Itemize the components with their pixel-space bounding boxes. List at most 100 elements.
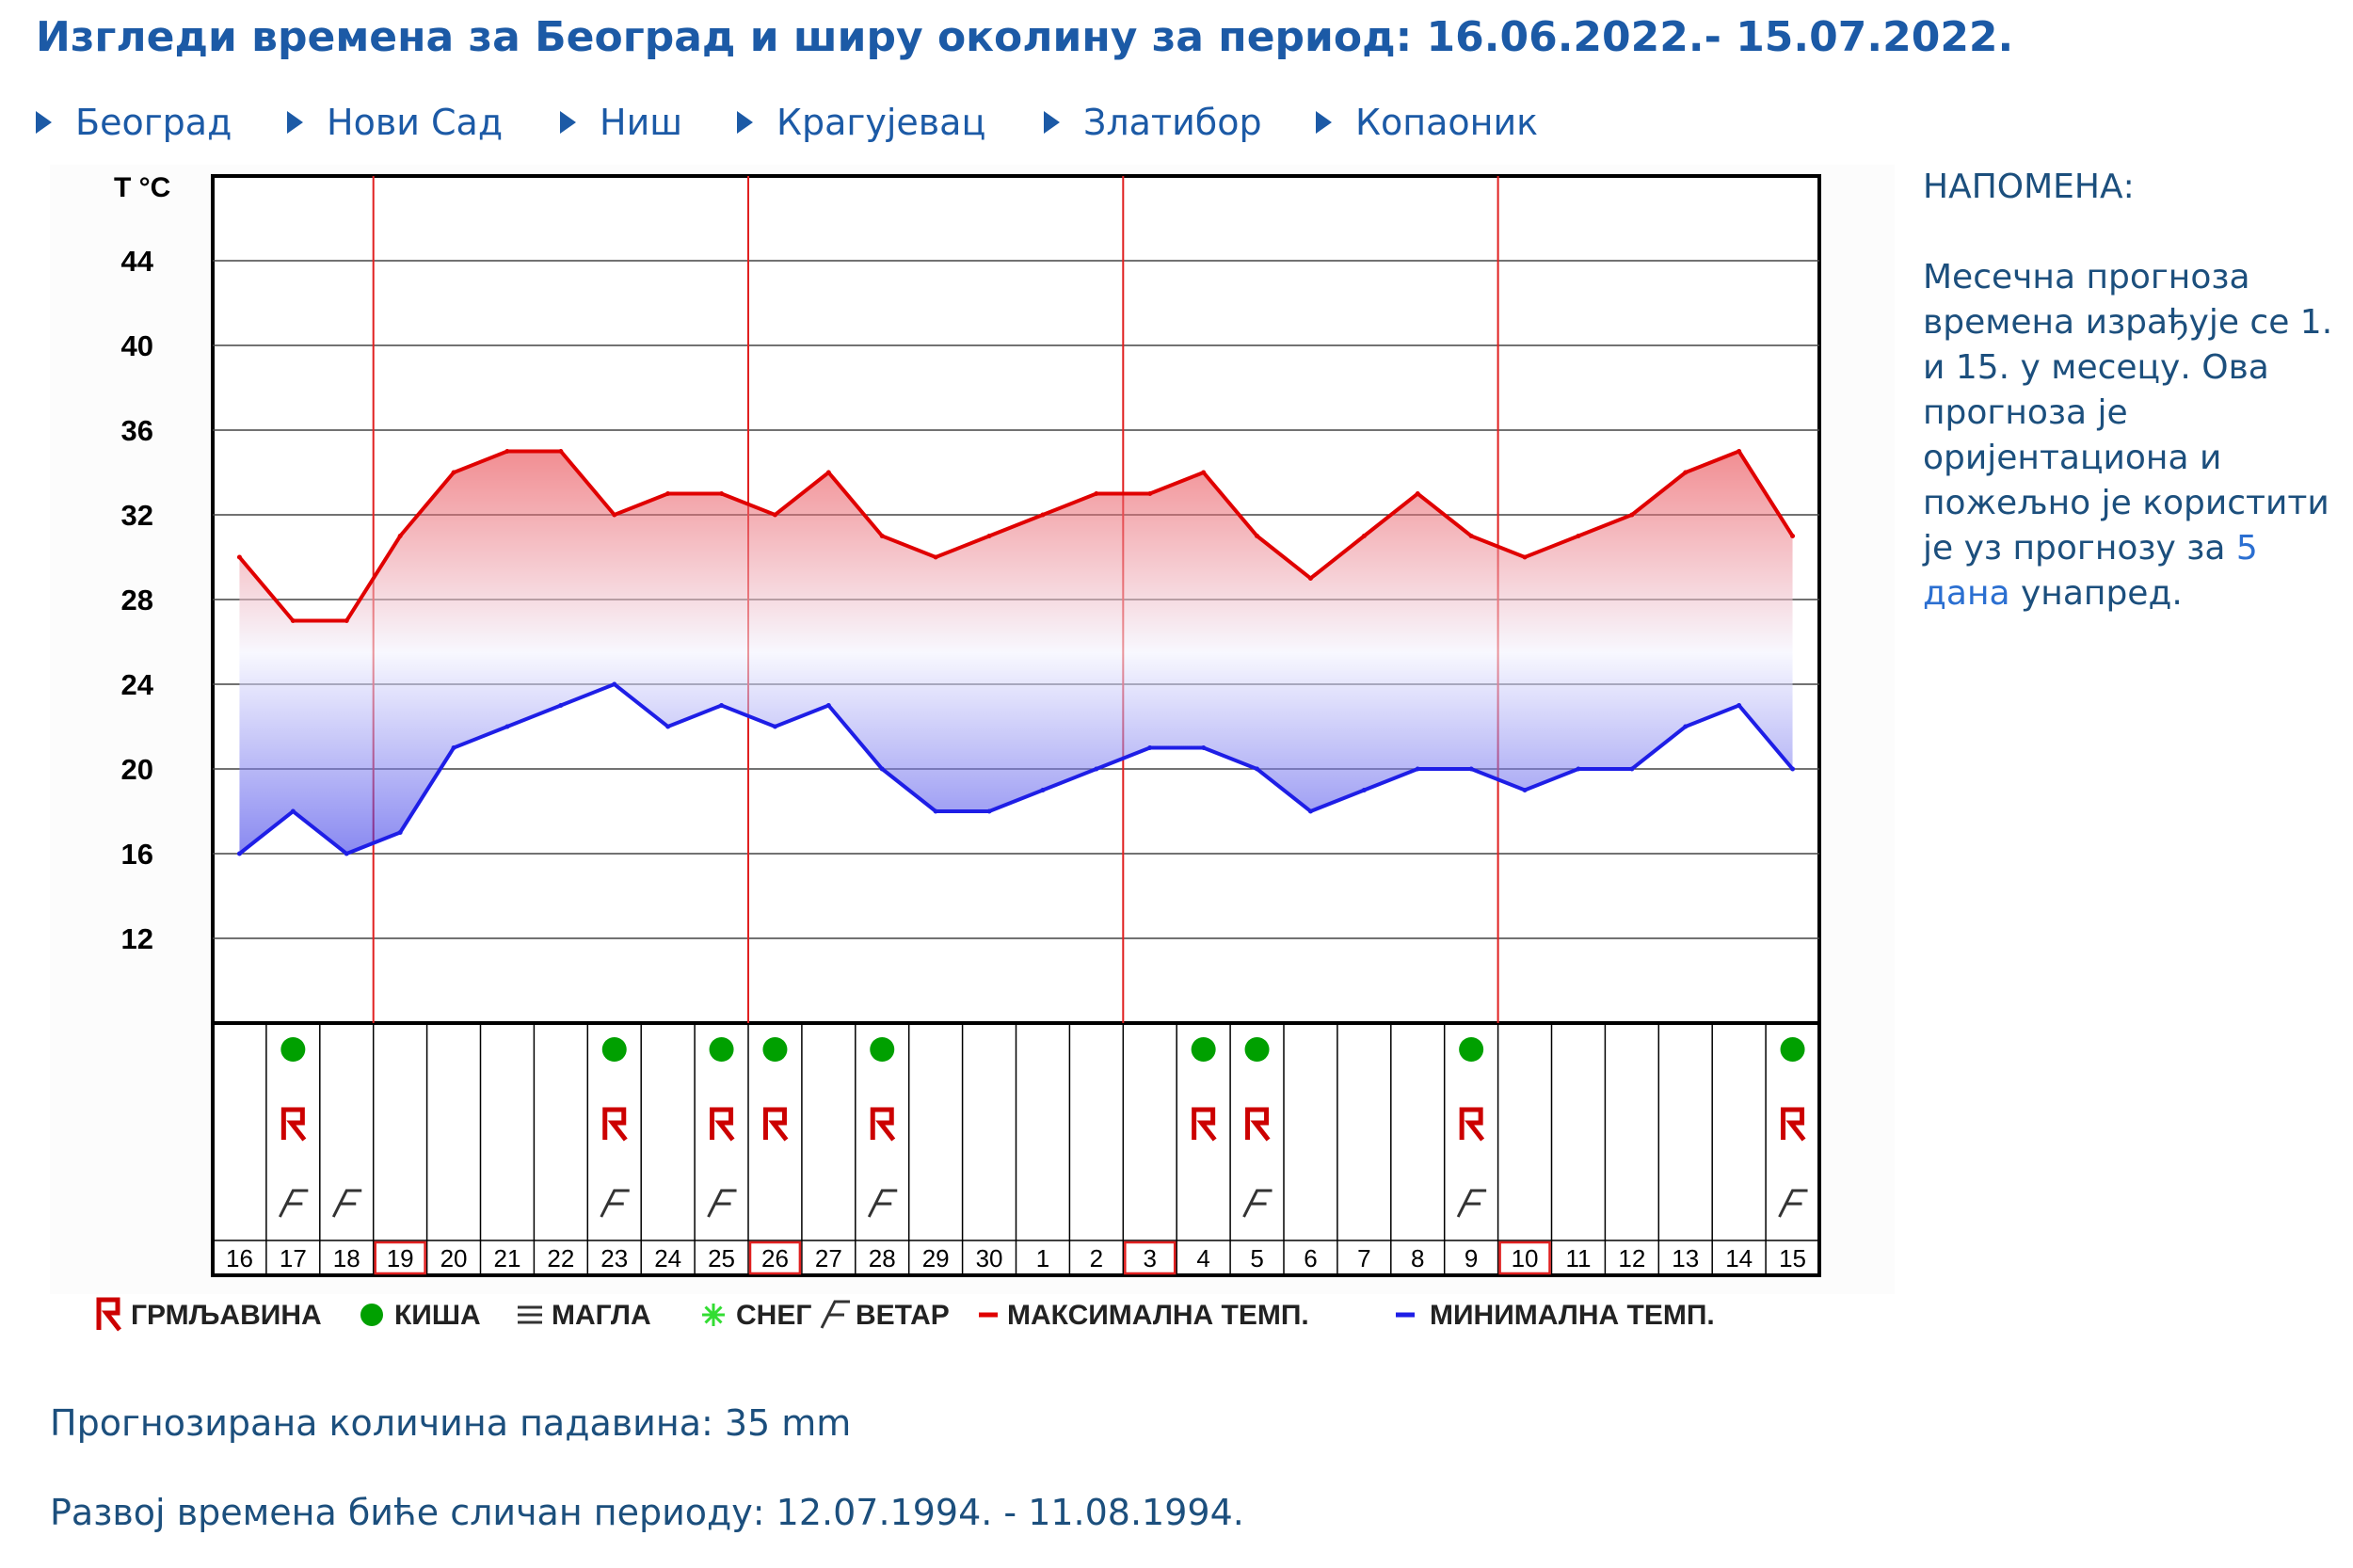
x-tick-label: 7 [1357, 1244, 1370, 1272]
arrow-right-icon [560, 111, 576, 134]
min-temp-point [665, 724, 671, 729]
max-temp-point [1629, 512, 1635, 518]
rain-icon [1244, 1037, 1270, 1062]
max-temp-point [236, 554, 242, 560]
x-tick-label: 30 [976, 1244, 1003, 1272]
max-temp-point [1790, 534, 1796, 538]
max-temp-point [451, 470, 456, 475]
y-tick-label: 12 [121, 922, 153, 955]
nav-link-4[interactable]: Крагујевац [737, 102, 985, 143]
weather-events [279, 1037, 1808, 1218]
wind-icon [279, 1189, 309, 1218]
x-tick-label: 2 [1090, 1244, 1103, 1272]
precipitation-amount: Прогнозирана количина падавина: 35 mm [50, 1402, 852, 1444]
y-axis: 12 16 20 24 28 32 36 40 44 T °C [114, 172, 170, 955]
min-temp-point [879, 766, 885, 772]
min-temp-point [1255, 766, 1260, 772]
min-temp-point [1094, 766, 1099, 772]
min-temp-point [1147, 745, 1153, 750]
x-tick-label: 19 [387, 1244, 414, 1272]
thunder-icon [1245, 1107, 1271, 1142]
x-tick-label: 14 [1725, 1244, 1753, 1272]
highlighted-day-box [748, 1240, 802, 1275]
page-title: Изгледи времена за Београд и ширу околин… [36, 13, 2014, 61]
wind-icon [820, 1300, 850, 1329]
rain-icon [601, 1037, 627, 1062]
nav-link-2[interactable]: Нови Сад [287, 102, 503, 143]
wind-icon [600, 1189, 630, 1218]
max-temp-point [1361, 534, 1367, 538]
legend-label: ГРМЉАВИНА [131, 1300, 322, 1331]
max-temp-point [1522, 554, 1528, 560]
x-tick-label: 20 [440, 1244, 468, 1272]
x-tick-label: 27 [815, 1244, 842, 1272]
max-temp-point [397, 534, 403, 538]
arrow-right-icon [1316, 111, 1332, 134]
x-tick-label: 1 [1036, 1244, 1049, 1272]
note-text-end: унапред. [2009, 574, 2183, 613]
max-temp-point [612, 512, 617, 518]
five-day-forecast-link[interactable]: 5 дана [1923, 529, 2258, 613]
legend-label: МАГЛА [552, 1300, 651, 1331]
max-temp-point [1576, 534, 1581, 538]
min-temp-point [612, 681, 617, 687]
arrow-right-icon [1044, 111, 1060, 134]
max-temp-point [825, 470, 831, 475]
max-temp-point [1255, 534, 1260, 538]
max-temp-point [1683, 470, 1689, 475]
min-temp-point [1737, 703, 1742, 708]
max-temp-point [665, 491, 671, 496]
thunder-icon [870, 1107, 896, 1142]
rain-icon [360, 1304, 383, 1326]
min-temp-point [1522, 788, 1528, 792]
x-tick-label: 5 [1250, 1244, 1263, 1272]
x-tick-label: 9 [1465, 1244, 1478, 1272]
wind-icon [331, 1189, 362, 1218]
max-temp-point [1094, 491, 1099, 496]
x-tick-label: 13 [1672, 1244, 1699, 1272]
max-temp-point [1737, 449, 1742, 454]
max-temp-point [1201, 470, 1207, 475]
max-temp-point [933, 554, 938, 560]
rain-icon [762, 1037, 788, 1062]
nav-link-6[interactable]: Копаоник [1316, 102, 1538, 143]
nav-link-label: Крагујевац [776, 102, 986, 143]
y-tick-label: 28 [121, 584, 153, 616]
max-temp-point [344, 618, 349, 623]
nav-link-5[interactable]: Златибор [1044, 102, 1262, 143]
min-temp-point [986, 808, 992, 814]
x-tick-label: 12 [1618, 1244, 1645, 1272]
arrow-right-icon [36, 111, 52, 134]
x-tick-label: 6 [1304, 1244, 1317, 1272]
min-temp-point [1790, 766, 1796, 772]
max-temp-point [772, 512, 777, 518]
x-tick-label: 16 [226, 1244, 253, 1272]
chart-legend: ГРМЉАВИНА КИША МАГЛА СНЕГ ВЕТАР МАКСИМАЛНА ТЕ… [96, 1297, 1715, 1332]
max-temp-point [1307, 576, 1313, 581]
min-temp-point [1468, 766, 1474, 772]
x-tick-label: 11 [1565, 1244, 1591, 1272]
x-tick-label: 18 [333, 1244, 360, 1272]
temperature-range-band [239, 451, 1793, 854]
thunder-icon [710, 1107, 735, 1142]
min-temperature-line [238, 681, 1795, 856]
thunder-icon [602, 1107, 628, 1142]
nav-link-3[interactable]: Ниш [560, 102, 682, 143]
min-temp-point [933, 808, 938, 814]
nav-link-label: Копаоник [1355, 102, 1539, 143]
nav-link-label: Нови Сад [327, 102, 504, 143]
x-tick-label: 25 [708, 1244, 735, 1272]
nav-link-label: Златибор [1083, 102, 1262, 143]
y-tick-label: 32 [121, 499, 153, 532]
wind-icon [1778, 1189, 1808, 1218]
wind-icon [707, 1189, 737, 1218]
rain-icon [1459, 1037, 1484, 1062]
x-tick-label: 17 [280, 1244, 307, 1272]
y-tick-label: 16 [121, 838, 153, 871]
nav-link-1[interactable]: Београд [36, 102, 232, 143]
thunder-icon [1459, 1107, 1485, 1142]
y-tick-label: 24 [121, 668, 154, 701]
min-temp-point [1629, 766, 1635, 772]
min-temp-point [344, 851, 349, 856]
